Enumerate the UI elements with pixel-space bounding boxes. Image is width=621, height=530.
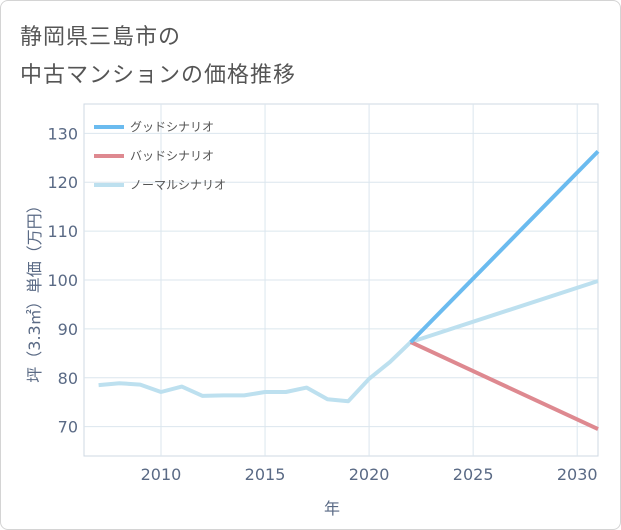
chart-title-line2: 中古マンションの価格推移 xyxy=(20,63,297,88)
series-lines xyxy=(98,149,600,431)
x-tick-label-2025: 2025 xyxy=(453,465,494,484)
x-axis-label: 年 xyxy=(324,499,340,518)
x-tick-label-2010: 2010 xyxy=(141,465,182,484)
series-line-2 xyxy=(98,279,599,404)
y-tick-label-70: 70 xyxy=(58,418,78,437)
series-line-0 xyxy=(409,149,600,344)
grid xyxy=(84,104,598,456)
y-tick-label-90: 90 xyxy=(58,320,78,339)
y-tick-label-100: 100 xyxy=(47,271,78,290)
tick-labels: 70 80 90 100 110 120 130 2010 2015 2020 2025 2030 xyxy=(47,124,597,484)
y-tick-label-130: 130 xyxy=(47,124,78,143)
x-tick-label-2020: 2020 xyxy=(349,465,390,484)
chart-title-line1: 静岡県三島市の xyxy=(20,25,182,50)
y-tick-label-80: 80 xyxy=(58,369,78,388)
x-tick-label-2015: 2015 xyxy=(245,465,286,484)
y-tick-label-120: 120 xyxy=(47,173,78,192)
series-line-1 xyxy=(409,340,599,431)
y-axis-label: 坪（3.3㎡）単価（万円） xyxy=(25,197,44,382)
legend-label-1: バッドシナリオ xyxy=(130,149,214,163)
legend-label-2: ノーマルシナリオ xyxy=(130,178,226,192)
x-tick-label-2030: 2030 xyxy=(557,465,598,484)
y-tick-label-110: 110 xyxy=(47,222,78,241)
legend-label-0: グッドシナリオ xyxy=(130,120,214,134)
